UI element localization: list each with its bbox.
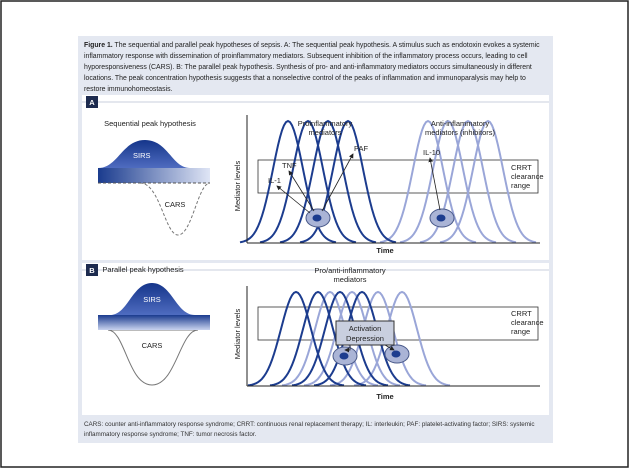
plots	[239, 115, 540, 387]
mediator-curve	[291, 290, 389, 387]
footnote: CARS: counter anti-inflammatory response…	[84, 421, 535, 438]
mediator-curve	[247, 290, 345, 387]
crrt-label: range	[511, 327, 530, 336]
panel-a-title: Sequential peak hypothesis	[104, 119, 196, 128]
nucleus	[436, 214, 446, 222]
mediator-curve	[299, 119, 397, 244]
arrow	[321, 153, 354, 212]
mediator-curve	[239, 119, 337, 244]
nucleus	[339, 352, 349, 360]
cars-trough	[139, 182, 211, 236]
box-label: Depression	[346, 334, 384, 343]
arrow	[384, 344, 395, 351]
y-axis-label: Mediator levels	[233, 309, 242, 360]
crrt-label: range	[511, 181, 530, 190]
cars-label: CARS	[165, 200, 186, 209]
y-axis-label: Mediator levels	[233, 161, 242, 212]
baseline-band	[98, 315, 210, 330]
caption: Figure 1. The sequential and parallel pe…	[84, 40, 548, 95]
arrow	[344, 345, 351, 353]
sirs-label: SIRS	[133, 151, 151, 160]
mediator-curve	[419, 119, 517, 244]
crrt-label: clearance	[511, 318, 544, 327]
x-axis-label: Time	[376, 392, 393, 401]
pro-label: mediators	[309, 128, 342, 137]
mediator-curve	[279, 119, 377, 244]
mediator-curve	[313, 290, 411, 387]
tnf-label: TNF	[282, 161, 297, 170]
mediators-label: Pro/anti-inflammatory	[314, 266, 386, 275]
mediator-curve	[379, 119, 477, 244]
mediator-curve	[303, 290, 401, 387]
caption-label: Figure 1.	[84, 42, 113, 49]
crrt-box	[257, 159, 539, 194]
panel-a-label: A	[89, 98, 95, 107]
panel-b-title: Parallel peak hypothesis	[102, 265, 184, 274]
mediator-curve	[353, 290, 451, 387]
mediator-curve	[399, 119, 497, 244]
il10-label: IL-10	[423, 148, 440, 157]
panel-b-label: B	[89, 266, 95, 275]
arrow	[276, 185, 311, 214]
mediator-curve	[259, 119, 357, 244]
nucleus	[312, 214, 322, 222]
panel-b-badge	[86, 264, 98, 276]
sirs-hill	[98, 140, 190, 168]
caption-text: The sequential and parallel peak hypothe…	[84, 42, 540, 93]
mediator-curve	[281, 290, 379, 387]
box-label: Activation	[349, 324, 382, 333]
mediator-curve	[329, 290, 427, 387]
x-axis-label: Time	[376, 246, 393, 255]
crrt-box	[257, 306, 539, 341]
arrow	[428, 157, 441, 211]
crrt-label: clearance	[511, 172, 544, 181]
mediator-curve	[269, 290, 367, 387]
anti-label: Anti-inflammatory	[431, 119, 490, 128]
panel-a-badge	[86, 96, 98, 108]
crrt-label: CRRT	[511, 163, 532, 172]
mediators-label: mediators	[334, 275, 367, 284]
anti-label: mediators (inhibitors)	[425, 128, 496, 137]
cars-label: CARS	[142, 341, 163, 350]
sirs-label: SIRS	[143, 295, 161, 304]
nucleus	[391, 350, 401, 358]
pro-label: Proinflammatory	[298, 119, 353, 128]
baseline-band	[98, 168, 210, 183]
paf-label: PAF	[354, 144, 368, 153]
il1-label: IL-1	[268, 176, 281, 185]
mediator-curve	[439, 119, 537, 244]
arrow	[288, 170, 315, 212]
activation-box	[335, 320, 395, 346]
crrt-label: CRRT	[511, 309, 532, 318]
cars-trough	[107, 329, 199, 386]
sirs-hill	[110, 283, 195, 315]
